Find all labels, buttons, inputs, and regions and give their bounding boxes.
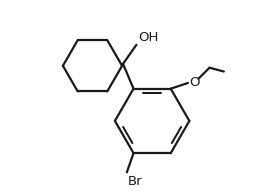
Text: O: O [189, 75, 199, 88]
Text: OH: OH [138, 31, 158, 44]
Text: Br: Br [128, 175, 142, 188]
